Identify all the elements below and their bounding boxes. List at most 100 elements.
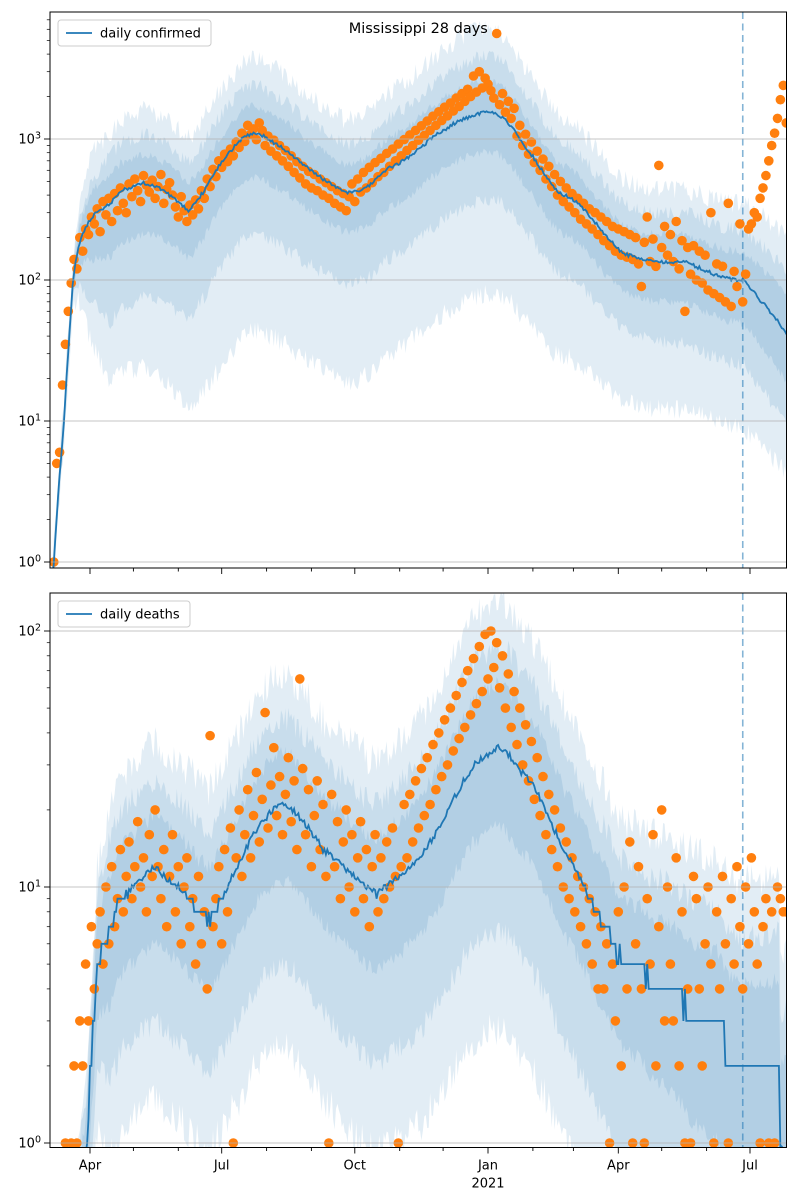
scatter-point — [665, 959, 676, 969]
scatter-point — [109, 921, 120, 932]
scatter-point — [361, 844, 372, 855]
scatter-point — [159, 844, 169, 855]
scatter-point — [758, 921, 768, 932]
scatter-point — [448, 746, 459, 756]
scatter-point — [506, 113, 516, 124]
scatter-point — [729, 959, 739, 969]
scatter-point — [127, 191, 137, 202]
scatter-point — [312, 776, 323, 786]
scatter-point — [306, 861, 317, 872]
scatter-point — [57, 380, 68, 390]
scatter-point — [297, 763, 308, 774]
scatter-point — [445, 703, 456, 713]
scatter-point — [694, 984, 705, 994]
scatter-point — [665, 229, 676, 240]
scatter-point — [674, 1061, 684, 1071]
scatter-point — [83, 1016, 94, 1026]
scatter-point — [775, 893, 786, 904]
scatter-point — [170, 202, 181, 212]
scatter-point — [89, 219, 100, 229]
scatter-point — [500, 107, 511, 117]
scatter-point — [422, 752, 433, 763]
scatter-point — [656, 805, 667, 815]
scatter-point — [758, 183, 768, 193]
scatter-point — [593, 229, 603, 240]
scatter-point — [436, 771, 447, 782]
scatter-point — [219, 844, 230, 855]
scatter-point — [106, 861, 117, 872]
scatter-point — [234, 805, 244, 815]
scatter-point — [639, 237, 650, 248]
scatter-point — [651, 1061, 661, 1071]
scatter-point — [190, 959, 201, 969]
scatter-point — [251, 767, 262, 778]
scatter-point — [674, 264, 684, 274]
scatter-point — [147, 871, 157, 882]
scatter-point — [80, 959, 91, 969]
scatter-point — [141, 907, 152, 917]
scatter-point — [321, 871, 331, 882]
uncertainty-band-3 — [81, 676, 787, 1148]
scatter-point — [138, 853, 149, 863]
scatter-point — [648, 829, 658, 840]
scatter-point — [555, 176, 566, 187]
scatter-point — [633, 259, 644, 269]
scatter-point — [503, 96, 514, 107]
scatter-point — [636, 281, 647, 292]
scatter-point — [491, 28, 502, 39]
scatter-point — [405, 789, 415, 800]
scatter-point — [240, 829, 250, 840]
scatter-point — [697, 278, 707, 288]
scatter-point — [601, 939, 612, 949]
scatter-point — [659, 221, 670, 232]
scatter-point — [251, 134, 262, 145]
scatter-point — [222, 907, 233, 917]
scatter-point — [228, 151, 239, 161]
scatter-point — [668, 256, 679, 267]
scatter-point — [535, 810, 545, 821]
scatter-point — [156, 169, 166, 180]
scatter-point — [379, 893, 389, 904]
scatter-point — [144, 829, 155, 840]
scatter-point — [474, 641, 485, 652]
scatter-point — [216, 939, 227, 949]
scatter-point — [347, 829, 357, 840]
scatter-point — [86, 921, 97, 932]
scatter-point — [127, 893, 137, 904]
scatter-point — [182, 853, 192, 863]
scatter-point — [610, 1016, 621, 1026]
scatter-point — [106, 216, 117, 227]
scatter-point — [570, 207, 580, 218]
axes-spines — [49, 592, 787, 1148]
scatter-point — [257, 794, 268, 805]
scatter-point — [546, 844, 557, 855]
scatter-point — [156, 893, 166, 904]
scatter-point — [205, 730, 215, 741]
scatter-point — [564, 893, 574, 904]
scatter-point — [625, 837, 635, 847]
scatter-point — [373, 907, 383, 917]
scatter-point — [642, 893, 652, 904]
scatter-point — [350, 196, 360, 207]
scatter-point — [711, 907, 722, 917]
scatter-point — [706, 207, 716, 218]
scatter-point — [231, 853, 241, 863]
scatter-point — [309, 810, 320, 821]
scatter-point — [341, 205, 352, 216]
scatter-point — [587, 959, 597, 969]
scatter-point — [607, 959, 618, 969]
scatter-point — [642, 212, 652, 222]
legend-box — [57, 19, 212, 47]
observed-scatter — [50, 28, 787, 567]
scatter-point — [497, 651, 508, 661]
scatter-point — [680, 306, 690, 317]
scatter-point — [419, 810, 430, 821]
scatter-point — [164, 177, 175, 188]
scatter-point — [688, 871, 699, 882]
plot-area — [60, 593, 787, 1148]
scatter-point — [167, 829, 178, 840]
scatter-point — [101, 210, 111, 220]
scatter-point — [439, 715, 450, 725]
